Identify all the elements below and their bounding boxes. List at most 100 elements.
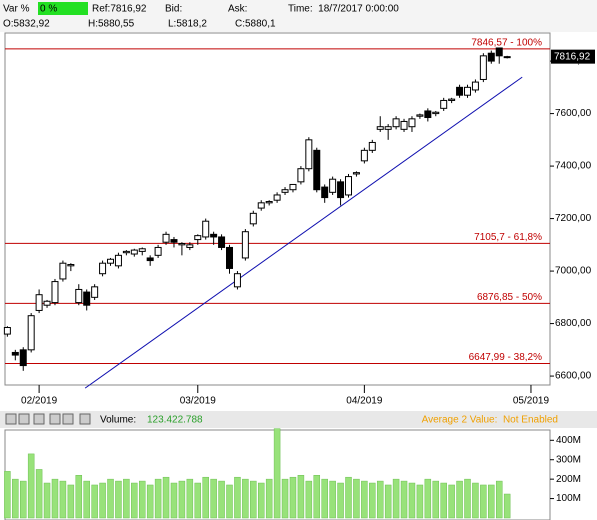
candle-body bbox=[360, 149, 368, 162]
volume-bar bbox=[242, 478, 249, 519]
candle-body bbox=[305, 139, 313, 170]
fibonacci-label: 7846,57 - 100% bbox=[471, 38, 542, 49]
header-bar bbox=[0, 0, 597, 32]
volume-bar bbox=[19, 480, 27, 519]
volume-bar bbox=[115, 480, 122, 519]
volume-bar bbox=[67, 484, 75, 519]
candle-body bbox=[352, 172, 360, 175]
toolbar-button[interactable] bbox=[18, 413, 30, 425]
y-tick-label: 7000,00 bbox=[555, 266, 592, 277]
ask: Ask: bbox=[228, 4, 247, 15]
volume-bar bbox=[226, 484, 233, 519]
fibonacci-label: 6647,99 - 38,2% bbox=[469, 352, 542, 363]
candle-body bbox=[51, 281, 59, 304]
bid: Bid: bbox=[165, 4, 182, 15]
candle-body bbox=[337, 181, 345, 199]
toolbar-button[interactable] bbox=[33, 413, 45, 425]
candle-body bbox=[138, 248, 146, 252]
candle-body bbox=[289, 183, 297, 191]
candle-body bbox=[91, 286, 99, 298]
close: C:5880,1 bbox=[235, 19, 276, 30]
candle-body bbox=[432, 111, 440, 115]
candle-body bbox=[257, 202, 265, 209]
var-label: Var % bbox=[3, 4, 30, 15]
candle-body bbox=[313, 149, 321, 191]
candle-body bbox=[194, 235, 202, 241]
volume-bar bbox=[297, 475, 305, 519]
candle-body bbox=[424, 110, 432, 119]
volume-bar bbox=[162, 476, 170, 519]
volume-bar bbox=[337, 482, 344, 519]
volume-bar bbox=[194, 482, 202, 519]
volume-bar bbox=[313, 475, 321, 519]
candle-body bbox=[495, 47, 503, 57]
high: H:5880,55 bbox=[88, 19, 135, 30]
candle-body bbox=[321, 186, 329, 199]
volume-bar bbox=[131, 482, 138, 519]
volume-bar bbox=[273, 428, 281, 519]
candle-body bbox=[122, 250, 130, 254]
x-tick-label: 03/2019 bbox=[180, 396, 217, 407]
volume-label: Volume: bbox=[100, 415, 136, 426]
volume-bar bbox=[424, 478, 432, 519]
open: O:5832,92 bbox=[3, 19, 50, 30]
y-tick-label: 200M bbox=[556, 474, 581, 485]
candle-body bbox=[503, 56, 511, 59]
candle-body bbox=[384, 126, 392, 130]
volume-bar bbox=[257, 482, 265, 519]
volume-bar bbox=[265, 478, 273, 519]
candle-body bbox=[11, 351, 19, 356]
candle-body bbox=[400, 120, 408, 130]
toolbar-button[interactable] bbox=[62, 413, 74, 425]
candle-body bbox=[368, 141, 376, 151]
candle-body bbox=[67, 264, 75, 267]
volume-bar bbox=[369, 482, 376, 519]
volume-bar bbox=[408, 482, 416, 519]
toolbar-button[interactable] bbox=[5, 413, 17, 425]
y-tick-label: 7400,00 bbox=[555, 161, 592, 172]
volume-bar bbox=[83, 480, 90, 519]
candle-body bbox=[345, 176, 353, 196]
toolbar-button[interactable] bbox=[79, 413, 91, 425]
candle-body bbox=[186, 244, 194, 248]
candle-body bbox=[249, 212, 257, 225]
volume-bar bbox=[480, 484, 487, 519]
volume-bar bbox=[495, 480, 503, 519]
y-tick-label: 100M bbox=[556, 493, 581, 504]
volume-bar bbox=[75, 475, 83, 519]
candle-body bbox=[130, 249, 138, 255]
time: Time: 18/7/2017 0:00:00 bbox=[288, 4, 399, 15]
candle-body bbox=[210, 233, 218, 238]
volume-bar bbox=[12, 478, 19, 519]
volume-bar bbox=[234, 476, 241, 519]
candle-body bbox=[233, 273, 241, 288]
candle-body bbox=[463, 86, 471, 96]
candle-body bbox=[297, 168, 305, 183]
volume-bar bbox=[4, 471, 11, 519]
volume-bar bbox=[51, 478, 59, 519]
candle-body bbox=[448, 98, 456, 101]
volume-bar bbox=[250, 480, 257, 519]
volume-bar bbox=[305, 480, 313, 519]
y-tick-label: 6800,00 bbox=[555, 318, 592, 329]
candle-body bbox=[19, 349, 27, 367]
x-tick-label: 02/2019 bbox=[21, 396, 58, 407]
volume-bar bbox=[329, 480, 336, 519]
volume-bar bbox=[384, 484, 392, 519]
var-box bbox=[38, 2, 88, 15]
candle-body bbox=[281, 189, 289, 193]
y-tick-label: 400M bbox=[556, 435, 581, 446]
volume-bar bbox=[464, 478, 471, 519]
volume-bar bbox=[503, 493, 511, 519]
x-tick-label: 04/2019 bbox=[346, 396, 383, 407]
candle-body bbox=[376, 126, 384, 130]
candle-body bbox=[265, 201, 273, 204]
volume-bar bbox=[289, 476, 297, 519]
candle-body bbox=[146, 257, 154, 262]
volume-bar bbox=[456, 480, 463, 519]
candle-body bbox=[170, 239, 178, 243]
candle-body bbox=[99, 262, 107, 275]
volume-bar bbox=[376, 480, 384, 519]
toolbar-button[interactable] bbox=[49, 413, 61, 425]
